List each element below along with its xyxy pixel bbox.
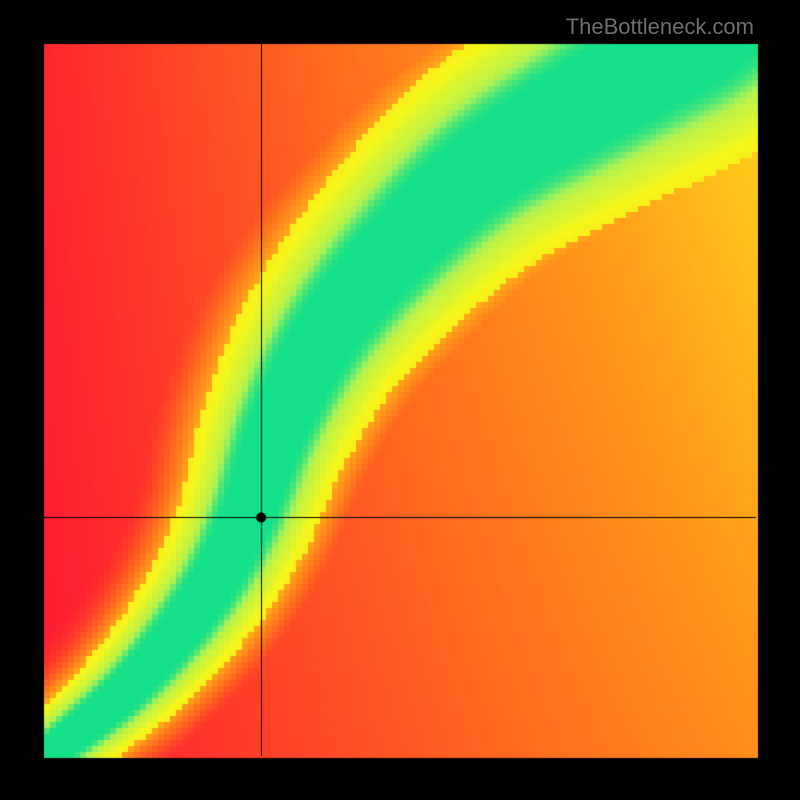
chart-container: TheBottleneck.com: [0, 0, 800, 800]
watermark-label: TheBottleneck.com: [566, 14, 754, 40]
bottleneck-heatmap: [0, 0, 800, 800]
